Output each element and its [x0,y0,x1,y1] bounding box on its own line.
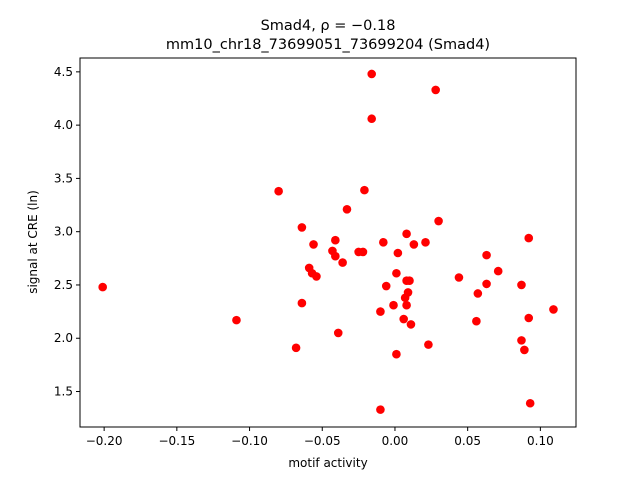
data-point [309,240,318,249]
x-tick-label: −0.15 [158,434,195,448]
data-point [524,313,534,323]
y-tick-label: 3.0 [54,225,73,239]
data-point [525,398,535,408]
y-tick-label: 2.0 [54,331,73,345]
data-point [98,282,107,292]
data-point [473,289,483,298]
axes-frame [79,57,577,428]
data-point [482,250,491,260]
data-point [402,229,411,239]
data-point [367,114,376,124]
chart-title-line1: Smad4, ρ = −0.18 [261,18,396,34]
y-tick-label: 4.5 [54,65,73,79]
data-point [297,298,307,308]
data-point [338,258,347,267]
x-tick-label: −0.20 [86,434,123,448]
y-axis-label: signal at CRE (ln) [26,190,40,294]
y-tick-label: 3.5 [54,171,73,185]
x-axis-label: motif activity [288,456,367,470]
data-point [358,247,368,257]
chart-title-line2: mm10_chr18_73699051_73699204 (Smad4) [166,37,490,53]
data-point [367,69,376,79]
data-point [379,238,388,247]
data-point [454,273,464,282]
data-point [389,300,398,310]
data-point [405,276,414,285]
points-layer [98,69,558,414]
y-tick-label: 1.5 [54,385,73,399]
data-point [434,216,443,226]
data-point [376,405,385,414]
data-point [399,314,408,324]
data-point [421,238,430,247]
x-tick-label: 0.05 [454,434,481,448]
x-tick-label: 0.00 [382,434,409,448]
data-point [409,240,419,249]
data-point [392,349,401,359]
data-point [342,205,352,214]
x-tick-label: −0.05 [304,434,341,448]
data-point [392,268,401,278]
data-point [360,185,369,195]
data-point [331,235,340,245]
data-point [517,336,526,345]
data-point [482,279,491,289]
data-point [402,300,411,310]
data-point [403,288,413,297]
data-point [274,186,283,196]
x-axis: −0.20 −0.15 −0.10 −0.05 0.00 0.05 0.10 [86,427,554,448]
data-point [393,248,403,258]
data-point [376,307,385,316]
x-tick-label: −0.10 [231,434,268,448]
data-point [291,343,301,353]
y-tick-label: 4.0 [54,118,73,132]
data-point [381,281,391,291]
data-point [472,316,481,326]
data-point [424,340,433,349]
data-point [406,320,416,329]
data-point [431,85,440,95]
data-point [493,266,503,276]
data-point [524,233,534,243]
data-point [517,280,526,290]
data-point [232,315,241,325]
y-tick-label: 2.5 [54,278,73,292]
data-point [549,305,558,314]
data-point [297,223,307,232]
x-tick-label: 0.10 [527,434,554,448]
data-point [312,272,321,281]
data-point [331,251,340,261]
y-axis: 1.5 2.0 2.5 3.0 3.5 4.0 4.5 [54,65,80,399]
data-point [333,328,343,338]
data-point [520,345,529,355]
